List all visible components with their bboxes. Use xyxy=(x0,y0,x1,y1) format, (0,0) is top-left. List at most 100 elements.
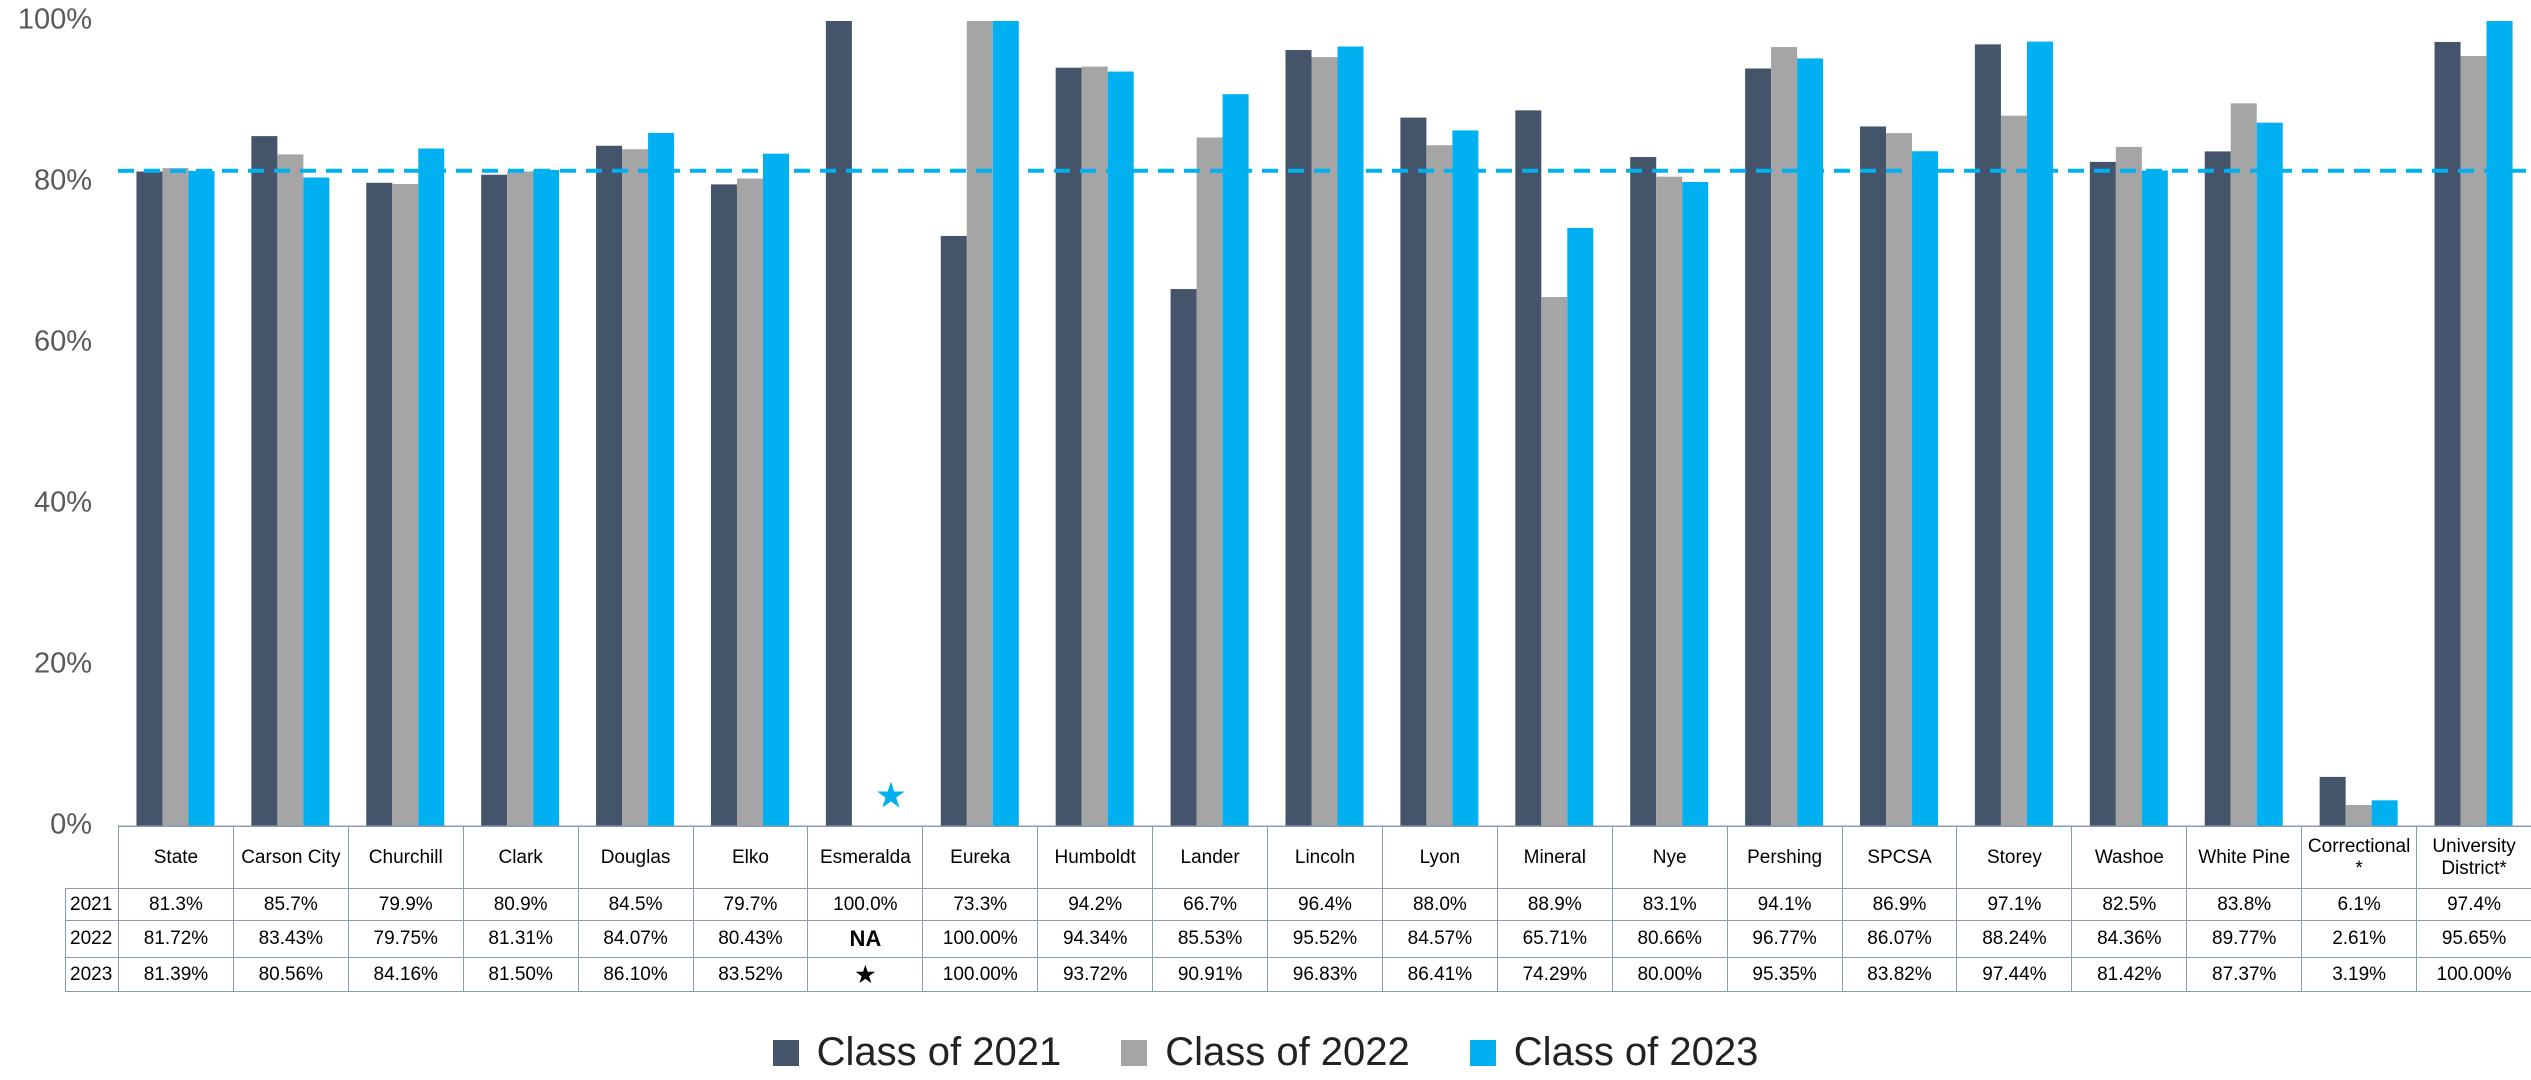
table-value-cell: 86.9% xyxy=(1841,888,1958,921)
bar xyxy=(251,136,278,827)
table-header-cell: Lincoln xyxy=(1267,826,1383,889)
table-value-cell: 83.82% xyxy=(1841,957,1958,992)
table-value-cell: 95.52% xyxy=(1267,920,1383,958)
bar xyxy=(940,235,967,826)
bar xyxy=(2204,151,2231,826)
table-header-cell: Douglas xyxy=(577,826,694,889)
legend-swatch xyxy=(772,1039,799,1066)
table-value-cell: 84.07% xyxy=(577,920,694,958)
bar xyxy=(1426,145,1453,827)
table-value-cell: 94.1% xyxy=(1726,888,1843,921)
bar xyxy=(2230,103,2257,826)
bar xyxy=(1170,289,1197,826)
table-value-cell: 86.41% xyxy=(1381,957,1498,992)
table-header-cell: Washoe xyxy=(2071,826,2188,889)
bar xyxy=(2000,115,2027,827)
bar xyxy=(2141,170,2168,827)
legend-label: Class of 2023 xyxy=(1513,1030,1759,1074)
table-value-cell: 86.10% xyxy=(577,957,694,992)
table-value-cell: 65.71% xyxy=(1496,920,1613,958)
bar xyxy=(1337,46,1364,827)
table-value-cell: 96.83% xyxy=(1267,957,1383,992)
table-row-label: 2021 xyxy=(65,888,119,921)
bar xyxy=(762,153,789,826)
bar xyxy=(1771,47,1798,826)
bar xyxy=(1567,227,1594,826)
table-value-cell: 89.77% xyxy=(2186,920,2303,958)
table-header-cell: University District* xyxy=(2416,826,2531,889)
bar xyxy=(966,21,993,826)
table-value-cell: 97.4% xyxy=(2416,888,2531,921)
bar xyxy=(392,184,419,826)
table-value-cell: 82.5% xyxy=(2071,888,2188,921)
table-value-cell: 84.57% xyxy=(1381,920,1498,958)
table-value-cell: 83.43% xyxy=(232,920,349,958)
table-value-cell: 87.37% xyxy=(2186,957,2303,992)
table-value-cell: 88.0% xyxy=(1381,888,1498,921)
table-header-cell: Lyon xyxy=(1381,826,1498,889)
bar xyxy=(992,21,1019,826)
table-value-cell: 79.9% xyxy=(347,888,464,921)
bar xyxy=(1797,58,1824,827)
bar xyxy=(2256,122,2283,826)
bar xyxy=(303,177,330,826)
y-tick-label: 60% xyxy=(34,326,92,358)
bar xyxy=(188,170,215,827)
table-value-cell: NA xyxy=(807,920,924,958)
bar xyxy=(1886,133,1913,827)
bar xyxy=(710,184,737,827)
bar xyxy=(1452,130,1479,826)
table-value-cell: 81.31% xyxy=(462,920,579,958)
table-value-cell: ★ xyxy=(807,957,924,992)
legend: Class of 2021 Class of 2022 Class of 2023 xyxy=(0,1025,2531,1080)
table-header-cell: White Pine xyxy=(2186,826,2303,889)
table-value-cell: 79.7% xyxy=(692,888,809,921)
table-header-cell: Correctional * xyxy=(2301,826,2418,889)
table-value-cell: 73.3% xyxy=(922,888,1039,921)
table-value-cell: 93.72% xyxy=(1037,957,1154,992)
y-tick-label: 80% xyxy=(34,165,92,197)
legend-item: Class of 2023 xyxy=(1469,1030,1759,1075)
table-row-label: 2023 xyxy=(65,957,119,992)
bar xyxy=(366,182,393,826)
bar xyxy=(1860,126,1887,826)
table-header-cell: Churchill xyxy=(347,826,464,889)
table-header-cell: State xyxy=(118,826,234,889)
table-header-cell: Carson City xyxy=(232,826,349,889)
legend-label: Class of 2022 xyxy=(1165,1030,1410,1074)
bar xyxy=(596,145,623,826)
bar xyxy=(2371,800,2398,826)
table-value-cell: 100.00% xyxy=(922,957,1039,992)
table-value-cell: 94.2% xyxy=(1037,888,1154,921)
table-header-cell: Esmeralda xyxy=(807,826,924,889)
table-value-cell: 80.56% xyxy=(232,957,349,992)
bar xyxy=(648,132,675,826)
table-value-cell: 88.9% xyxy=(1496,888,1613,921)
table-value-cell: 84.5% xyxy=(577,888,694,921)
table-header-cell: Lander xyxy=(1152,826,1269,889)
table-value-cell: 81.42% xyxy=(2071,957,2188,992)
table-value-cell: 84.36% xyxy=(2071,920,2188,958)
bar xyxy=(1055,67,1082,826)
bar xyxy=(162,168,189,827)
bar xyxy=(1745,68,1772,827)
table-header-cell: Storey xyxy=(1956,826,2073,889)
bar xyxy=(2089,161,2116,826)
bar xyxy=(277,154,304,827)
bar xyxy=(2115,146,2142,827)
table-header-cell: Clark xyxy=(462,826,579,889)
bar xyxy=(2026,41,2053,826)
bar xyxy=(1081,66,1108,827)
table-value-cell: 81.39% xyxy=(118,957,234,992)
annotation: ★ xyxy=(875,775,907,816)
table-value-cell: 100.00% xyxy=(2416,957,2531,992)
bar xyxy=(1285,49,1312,827)
bar xyxy=(481,174,508,826)
table-value-cell: 97.44% xyxy=(1956,957,2073,992)
table-header-cell: SPCSA xyxy=(1841,826,1958,889)
bar xyxy=(2460,56,2487,826)
table-value-cell: 80.66% xyxy=(1611,920,1728,958)
bar xyxy=(825,21,852,826)
table-value-cell: 94.34% xyxy=(1037,920,1154,958)
table-value-cell: 86.07% xyxy=(1841,920,1958,958)
